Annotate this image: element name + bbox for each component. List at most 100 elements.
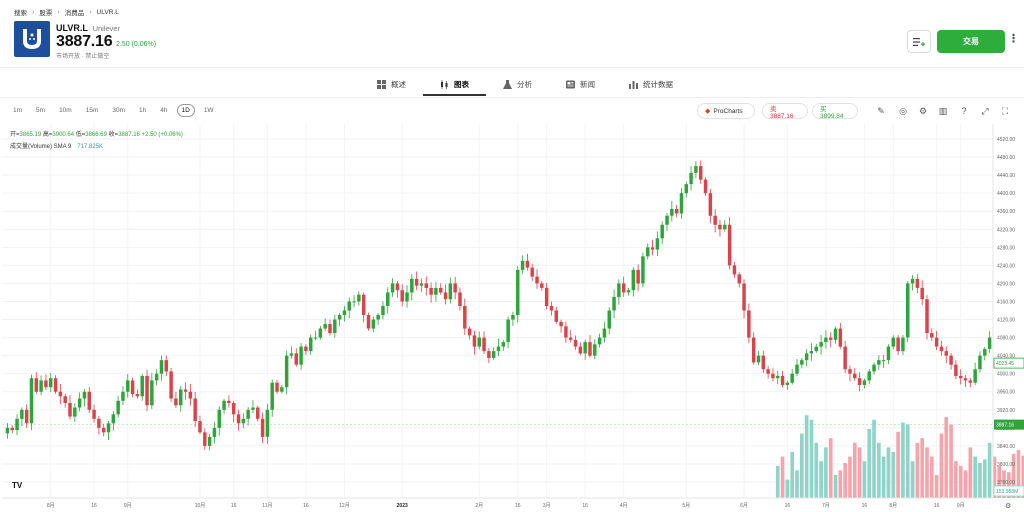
candle-body: [703, 179, 708, 194]
sell-button[interactable]: 卖 3887.16: [762, 103, 808, 120]
interval-1d[interactable]: 1D: [176, 104, 195, 117]
candle-body: [77, 398, 82, 408]
indicators-icon[interactable]: ◎: [899, 105, 907, 116]
price-chart[interactable]: 4520.00 4480.00 4440.00 4400.00 4360.00 4320.…: [0, 124, 1024, 512]
time-tick-label: 16: [91, 503, 97, 509]
candle-body: [453, 283, 457, 293]
candle-body: [313, 337, 318, 339]
candle-body: [588, 342, 592, 356]
candle-body: [583, 342, 587, 354]
help-icon[interactable]: ?: [961, 106, 967, 116]
time-tick-label: 2023: [397, 503, 408, 509]
candlestick-chart-svg[interactable]: 4520.00 4480.00 4440.00 4400.00 4360.00 4320.…: [0, 124, 1024, 512]
tab-analysis[interactable]: 分析: [486, 72, 549, 96]
candle-body: [843, 346, 847, 370]
candle-body: [968, 380, 973, 383]
volume-bar: [790, 452, 795, 498]
candle-body: [231, 403, 236, 415]
interval-1h[interactable]: 1h: [139, 107, 147, 114]
volume-bar: [978, 463, 982, 498]
candle-body: [395, 283, 400, 291]
candles-icon: [440, 79, 449, 89]
candle-body: [217, 409, 221, 428]
candle-body: [612, 296, 616, 311]
open-label: 开=: [10, 132, 20, 138]
candle-body: [236, 414, 241, 424]
candle-body: [896, 337, 900, 352]
candle-body: [227, 400, 231, 404]
breadcrumb-item-search[interactable]: 搜索: [14, 10, 27, 17]
time-tick-label: 2月: [475, 503, 483, 509]
tradingview-logo[interactable]: TV: [12, 481, 23, 490]
candle-body: [270, 382, 274, 410]
price-tick-label: 4480.00: [997, 155, 1015, 161]
status-separator: ·: [81, 54, 84, 60]
candle-body: [838, 328, 843, 347]
tab-overview[interactable]: 概述: [360, 72, 423, 96]
candle-body: [958, 375, 963, 379]
candle-body: [126, 380, 130, 392]
price-tick-label: 4120.00: [997, 318, 1015, 324]
candle-body: [756, 355, 761, 363]
volume-bar: [848, 456, 852, 498]
candle-body: [410, 278, 414, 293]
chart-footer-settings-icon[interactable]: ⚙: [1005, 503, 1012, 510]
time-tick-label: 7月: [822, 503, 830, 509]
volume-bar: [881, 456, 886, 498]
volume-bar: [780, 456, 785, 498]
candle-body: [925, 299, 929, 334]
candle-body: [251, 407, 255, 410]
watchlist-add-button[interactable]: [907, 30, 931, 53]
candle-body: [646, 247, 650, 257]
tab-stats[interactable]: 统计数据: [612, 72, 690, 96]
breadcrumb-item-stocks[interactable]: 股票: [39, 10, 53, 17]
candle-body: [241, 418, 246, 424]
time-tick-label: 4月: [620, 503, 628, 509]
volume-bar: [843, 463, 847, 498]
candle-body: [5, 427, 10, 434]
chart-type-icon[interactable]: ▥: [938, 105, 948, 116]
buy-button[interactable]: 买 3899.84: [812, 103, 858, 120]
candle-body: [780, 375, 785, 385]
interval-1m[interactable]: 1m: [13, 107, 23, 114]
share-icon[interactable]: ⤢: [981, 105, 989, 116]
tab-news[interactable]: 新闻: [549, 72, 612, 96]
candle-body: [535, 276, 539, 284]
chart-settings-gear-icon[interactable]: ⚙: [918, 105, 928, 116]
time-tick-label: 16: [934, 503, 940, 509]
candle-body: [771, 373, 775, 379]
procharts-button[interactable]: ◆ ProCharts: [697, 103, 755, 119]
volume-bar: [862, 461, 867, 498]
more-options-button[interactable]: ⋮: [1008, 33, 1019, 45]
volume-bar: [958, 465, 963, 498]
breadcrumb-item-consumer[interactable]: 消费品: [64, 10, 85, 17]
interval-1w[interactable]: 1W: [203, 107, 214, 114]
candle-body: [212, 427, 217, 437]
company-name: Unilever: [92, 24, 121, 33]
interval-4h[interactable]: 4h: [160, 107, 168, 114]
news-icon: [566, 80, 575, 89]
price-tick-label: 4360.00: [997, 209, 1015, 215]
tab-chart[interactable]: 图表: [423, 72, 486, 96]
candle-body: [487, 351, 491, 358]
trade-button[interactable]: 交易: [937, 30, 1005, 53]
interval-30m[interactable]: 30m: [112, 107, 126, 114]
volume-bar: [857, 447, 862, 498]
volume-bar: [867, 429, 872, 498]
candle-body: [203, 432, 207, 446]
candle-body: [106, 423, 111, 433]
candle-body: [785, 382, 790, 385]
draw-pencil-icon[interactable]: ✎: [877, 105, 885, 116]
candle-body: [602, 328, 607, 338]
candle-body: [193, 398, 197, 422]
interval-5m[interactable]: 5m: [36, 107, 46, 114]
fullscreen-icon[interactable]: ⛶: [1001, 105, 1009, 116]
interval-10m[interactable]: 10m: [59, 107, 72, 114]
candle-body: [920, 287, 924, 300]
candle-body: [183, 389, 188, 392]
candle-body: [963, 378, 968, 381]
candle-body: [930, 333, 934, 338]
candle-body: [381, 305, 385, 316]
candle-body: [145, 375, 149, 406]
interval-15m[interactable]: 15m: [85, 107, 99, 114]
